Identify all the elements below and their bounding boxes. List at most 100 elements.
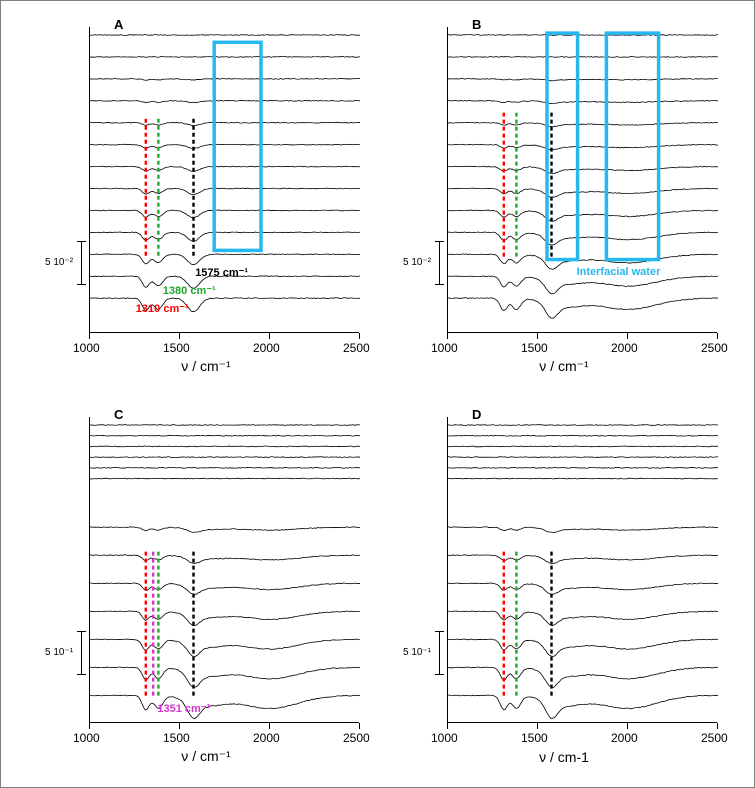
spectrum-trace (448, 35, 718, 36)
plot-area (90, 27, 360, 333)
spectrum-trace (90, 695, 360, 719)
annotation: 1351 cm⁻¹ (157, 702, 210, 715)
annotation: 1310 cm⁻¹ (136, 302, 189, 315)
x-tick-label: 1500 (521, 341, 548, 355)
plot-area (448, 27, 718, 333)
scale-bar (81, 241, 82, 284)
scale-label: 5 10⁻² (45, 257, 73, 268)
x-tick (627, 723, 628, 729)
x-tick-label: 1500 (163, 731, 190, 745)
spectrum-trace (448, 298, 718, 318)
spectrum-trace (90, 254, 360, 265)
x-tick (447, 333, 448, 339)
panel-B: BInterfacial water1000150020002500ν / cm… (399, 19, 729, 379)
axes (447, 417, 717, 723)
scale-label: 5 10⁻¹ (403, 647, 431, 658)
spectrum-trace (90, 639, 360, 657)
scale-bar-cap (435, 284, 444, 285)
annotation: 1380 cm⁻¹ (163, 284, 216, 297)
scale-bar-cap (77, 631, 86, 632)
scale-bar-cap (77, 241, 86, 242)
spectrum-trace (448, 57, 718, 58)
spectrum-trace (448, 100, 718, 103)
x-tick-label: 2000 (611, 731, 638, 745)
figure-root: A1575 cm⁻¹1380 cm⁻¹1310 cm⁻¹100015002000… (0, 0, 755, 788)
x-tick-label: 2000 (253, 731, 280, 745)
x-tick (179, 333, 180, 339)
axes (89, 417, 359, 723)
x-tick (537, 723, 538, 729)
x-tick-label: 1000 (73, 341, 100, 355)
x-tick-label: 2000 (611, 341, 638, 355)
spectrum-trace (90, 555, 360, 564)
scale-bar (81, 631, 82, 674)
panel-D: D1000150020002500ν / cm-15 10⁻¹ (399, 409, 729, 769)
spectrum-trace (90, 35, 360, 36)
spectrum-trace (448, 583, 718, 595)
spectrum-trace (90, 298, 360, 312)
spectrum-trace (90, 122, 360, 125)
x-tick (447, 723, 448, 729)
spectrum-trace (90, 232, 360, 241)
x-tick-label: 2500 (343, 341, 370, 355)
scale-label: 5 10⁻² (403, 257, 431, 268)
annotation: 1575 cm⁻¹ (195, 266, 248, 279)
spectrum-trace (448, 667, 718, 688)
x-tick-label: 1500 (163, 341, 190, 355)
x-tick (359, 723, 360, 729)
spectrum-trace (448, 639, 718, 656)
x-tick-label: 2500 (343, 731, 370, 745)
spectrum-trace (90, 467, 360, 468)
spectrum-trace (90, 100, 360, 102)
x-axis-title: ν / cm⁻¹ (181, 358, 230, 375)
scale-bar (439, 631, 440, 674)
spectrum-trace (90, 478, 360, 479)
spectrum-trace (448, 478, 718, 479)
spectrum-trace (90, 457, 360, 458)
annotation: Interfacial water (577, 266, 661, 278)
spectrum-trace (90, 446, 360, 447)
spectrum-trace (448, 467, 718, 468)
spectrum-trace (90, 210, 360, 218)
plot-area (90, 417, 360, 723)
scale-label: 5 10⁻¹ (45, 647, 73, 658)
scale-bar-cap (77, 284, 86, 285)
x-tick-label: 1000 (73, 731, 100, 745)
spectrum-trace (90, 425, 360, 426)
x-tick-label: 2500 (701, 731, 728, 745)
panel-C: C1351 cm⁻¹1000150020002500ν / cm⁻¹5 10⁻¹ (41, 409, 371, 769)
x-tick-label: 1500 (521, 731, 548, 745)
spectrum-trace (90, 78, 360, 80)
x-tick (269, 333, 270, 339)
x-tick-label: 1000 (431, 341, 458, 355)
spectrum-trace (448, 166, 718, 174)
spectrum-trace (90, 611, 360, 626)
spectrum-trace (90, 188, 360, 195)
x-tick (537, 333, 538, 339)
spectrum-trace (90, 57, 360, 58)
spectrum-trace (90, 144, 360, 148)
x-axis-title: ν / cm⁻¹ (539, 358, 588, 375)
panel-A: A1575 cm⁻¹1380 cm⁻¹1310 cm⁻¹100015002000… (41, 19, 371, 379)
spectrum-trace (448, 276, 718, 294)
x-tick (717, 333, 718, 339)
x-axis-title: ν / cm-1 (539, 749, 589, 765)
scale-bar-cap (435, 631, 444, 632)
spectrum-trace (448, 188, 718, 197)
spectrum-trace (448, 144, 718, 150)
spectrum-trace (448, 435, 718, 436)
plot-area (448, 417, 718, 723)
spectrum-trace (448, 232, 718, 245)
spectrum-trace (448, 210, 718, 221)
spectrum-trace (448, 527, 718, 533)
x-tick (269, 723, 270, 729)
x-tick-label: 2500 (701, 341, 728, 355)
x-tick-label: 1000 (431, 731, 458, 745)
spectrum-trace (448, 457, 718, 458)
spectrum-trace (448, 611, 718, 626)
spectrum-trace (90, 527, 360, 533)
spectrum-trace (90, 583, 360, 595)
spectrum-trace (90, 166, 360, 171)
highlight-box (214, 42, 261, 250)
axes (89, 27, 359, 333)
